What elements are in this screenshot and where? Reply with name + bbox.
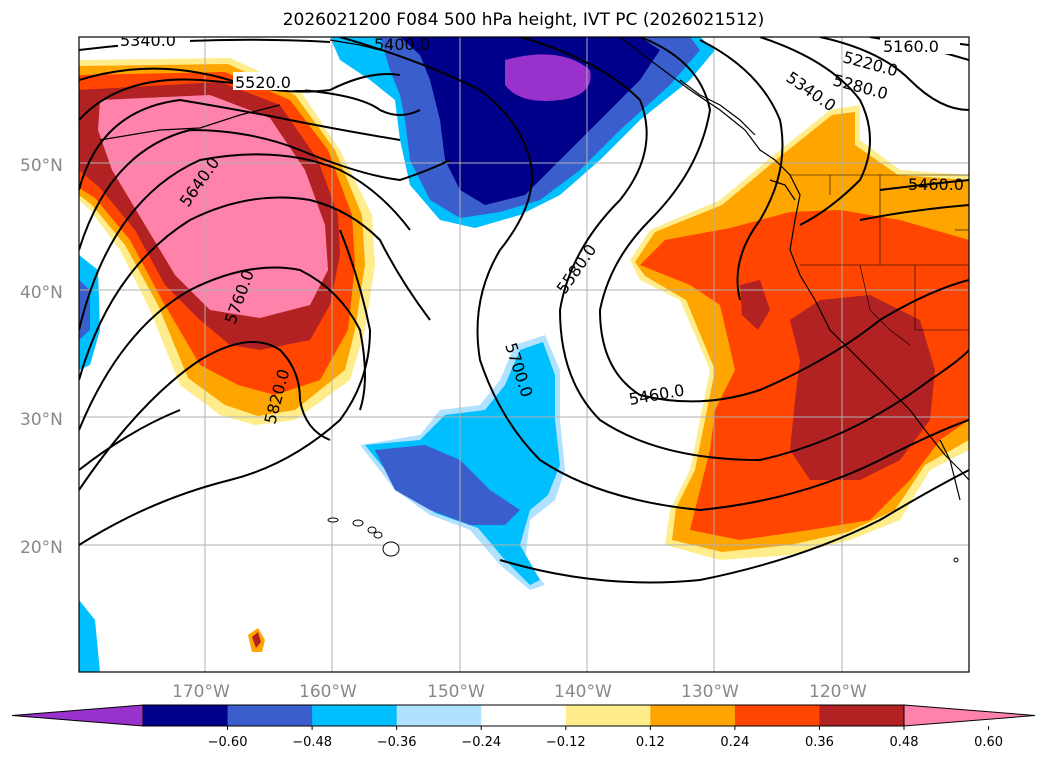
lat-axis: 20°N 30°N 40°N 50°N [20, 156, 63, 558]
colorbar-extend-min [11, 704, 144, 727]
lon-tick: 120°W [809, 682, 867, 702]
contour-label: 5340.0 [120, 31, 176, 50]
lat-tick: 50°N [20, 156, 63, 176]
colorbar-segment [312, 705, 398, 726]
colorbar-segment [819, 705, 905, 726]
lat-tick: 40°N [20, 283, 63, 303]
colorbar-tick-label: −0.12 [546, 735, 586, 750]
ivt-negative-south [360, 335, 565, 590]
colorbar-segment [565, 705, 651, 726]
contour-label: 5160.0 [883, 37, 939, 56]
colorbar-segment [650, 705, 736, 726]
map-title: 2026021200 F084 500 hPa height, IVT PC (… [282, 10, 765, 30]
contour-label: 5520.0 [235, 73, 291, 92]
lon-tick: 140°W [554, 682, 612, 702]
lon-tick: 150°W [427, 682, 485, 702]
map-panel: 5340.0 5400.0 5520.0 5640.0 5760.0 5820.… [79, 31, 969, 672]
colorbar-tick-label: 0.60 [974, 735, 1003, 750]
colorbar-extend-max [903, 704, 1036, 727]
colorbar-segment [734, 705, 820, 726]
contour-label: 5400.0 [374, 35, 430, 54]
lat-tick: 20°N [20, 538, 63, 558]
colorbar-tick-label: 0.24 [720, 735, 749, 750]
lon-tick: 160°W [299, 682, 357, 702]
colorbar-tick-label: 0.48 [890, 735, 919, 750]
colorbar-segment [227, 705, 313, 726]
lon-axis: 170°W 160°W 150°W 140°W 130°W 120°W [172, 682, 867, 702]
lon-tick: 130°W [681, 682, 739, 702]
colorbar-tick-label: −0.48 [292, 735, 332, 750]
colorbar-tick-label: 0.36 [805, 735, 834, 750]
colorbar-segment [481, 705, 567, 726]
colorbar-tick-label: 0.12 [636, 735, 665, 750]
map-frame [78, 36, 970, 673]
colorbar-tick-label: −0.36 [377, 735, 417, 750]
coastlines [99, 37, 969, 501]
lon-tick: 170°W [172, 682, 230, 702]
colorbar-segment [143, 705, 229, 726]
lat-tick: 30°N [20, 410, 63, 430]
colorbar-segment [396, 705, 482, 726]
contour-label: 5460.0 [908, 175, 964, 194]
colorbar: −0.60 −0.48 −0.36 −0.24 −0.12 0.12 0.24 0.36 0.4… [11, 704, 1036, 750]
colorbar-frame [142, 704, 905, 727]
colorbar-tick-label: −0.24 [461, 735, 501, 750]
colorbar-tick-label: −0.60 [208, 735, 248, 750]
